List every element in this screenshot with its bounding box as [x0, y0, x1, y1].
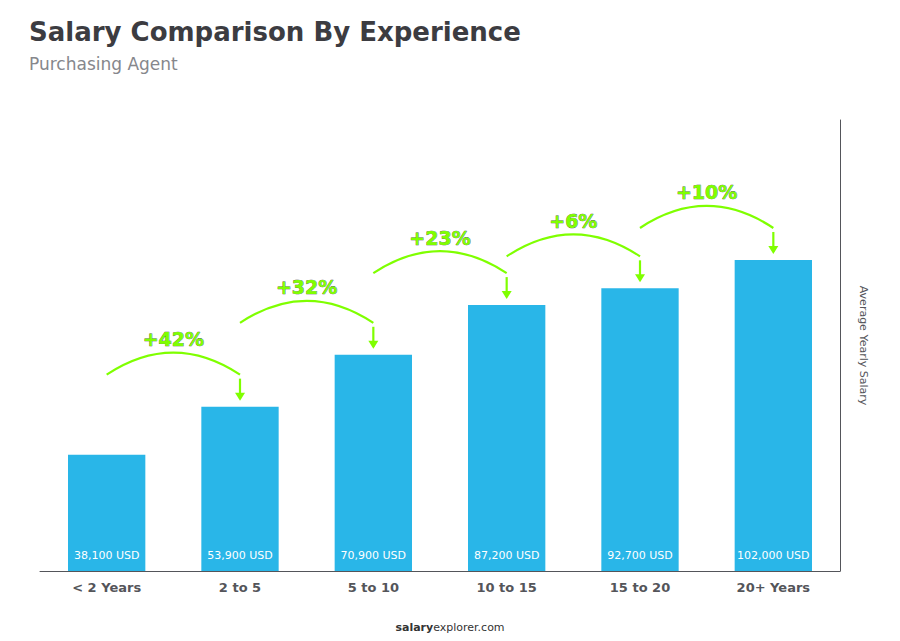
- svg-text:102,000 USD: 102,000 USD: [737, 549, 810, 562]
- svg-text:+32%: +32%: [276, 276, 337, 298]
- svg-text:10 to 15: 10 to 15: [476, 580, 536, 595]
- svg-text:70,900 USD: 70,900 USD: [341, 549, 407, 562]
- svg-text:+10%: +10%: [676, 181, 737, 203]
- svg-text:20+ Years: 20+ Years: [737, 580, 811, 595]
- svg-text:Purchasing Agent: Purchasing Agent: [29, 54, 178, 74]
- svg-text:+42%: +42%: [143, 328, 204, 350]
- svg-text:Average Yearly Salary: Average Yearly Salary: [857, 286, 870, 406]
- svg-text:2 to 5: 2 to 5: [219, 580, 261, 595]
- svg-text:explorer.com: explorer.com: [433, 621, 504, 634]
- svg-text:< 2 Years: < 2 Years: [72, 580, 141, 595]
- svg-text:salary: salary: [395, 621, 433, 634]
- svg-text:38,100 USD: 38,100 USD: [74, 549, 140, 562]
- svg-text:92,700 USD: 92,700 USD: [607, 549, 673, 562]
- svg-text:Salary Comparison By Experienc: Salary Comparison By Experience: [29, 17, 521, 47]
- svg-text:53,900 USD: 53,900 USD: [207, 549, 273, 562]
- svg-text:15 to 20: 15 to 20: [610, 580, 670, 595]
- svg-text:87,200 USD: 87,200 USD: [474, 549, 540, 562]
- svg-text:+23%: +23%: [409, 227, 470, 249]
- svg-text:5 to 10: 5 to 10: [348, 580, 399, 595]
- svg-text:+6%: +6%: [549, 210, 597, 232]
